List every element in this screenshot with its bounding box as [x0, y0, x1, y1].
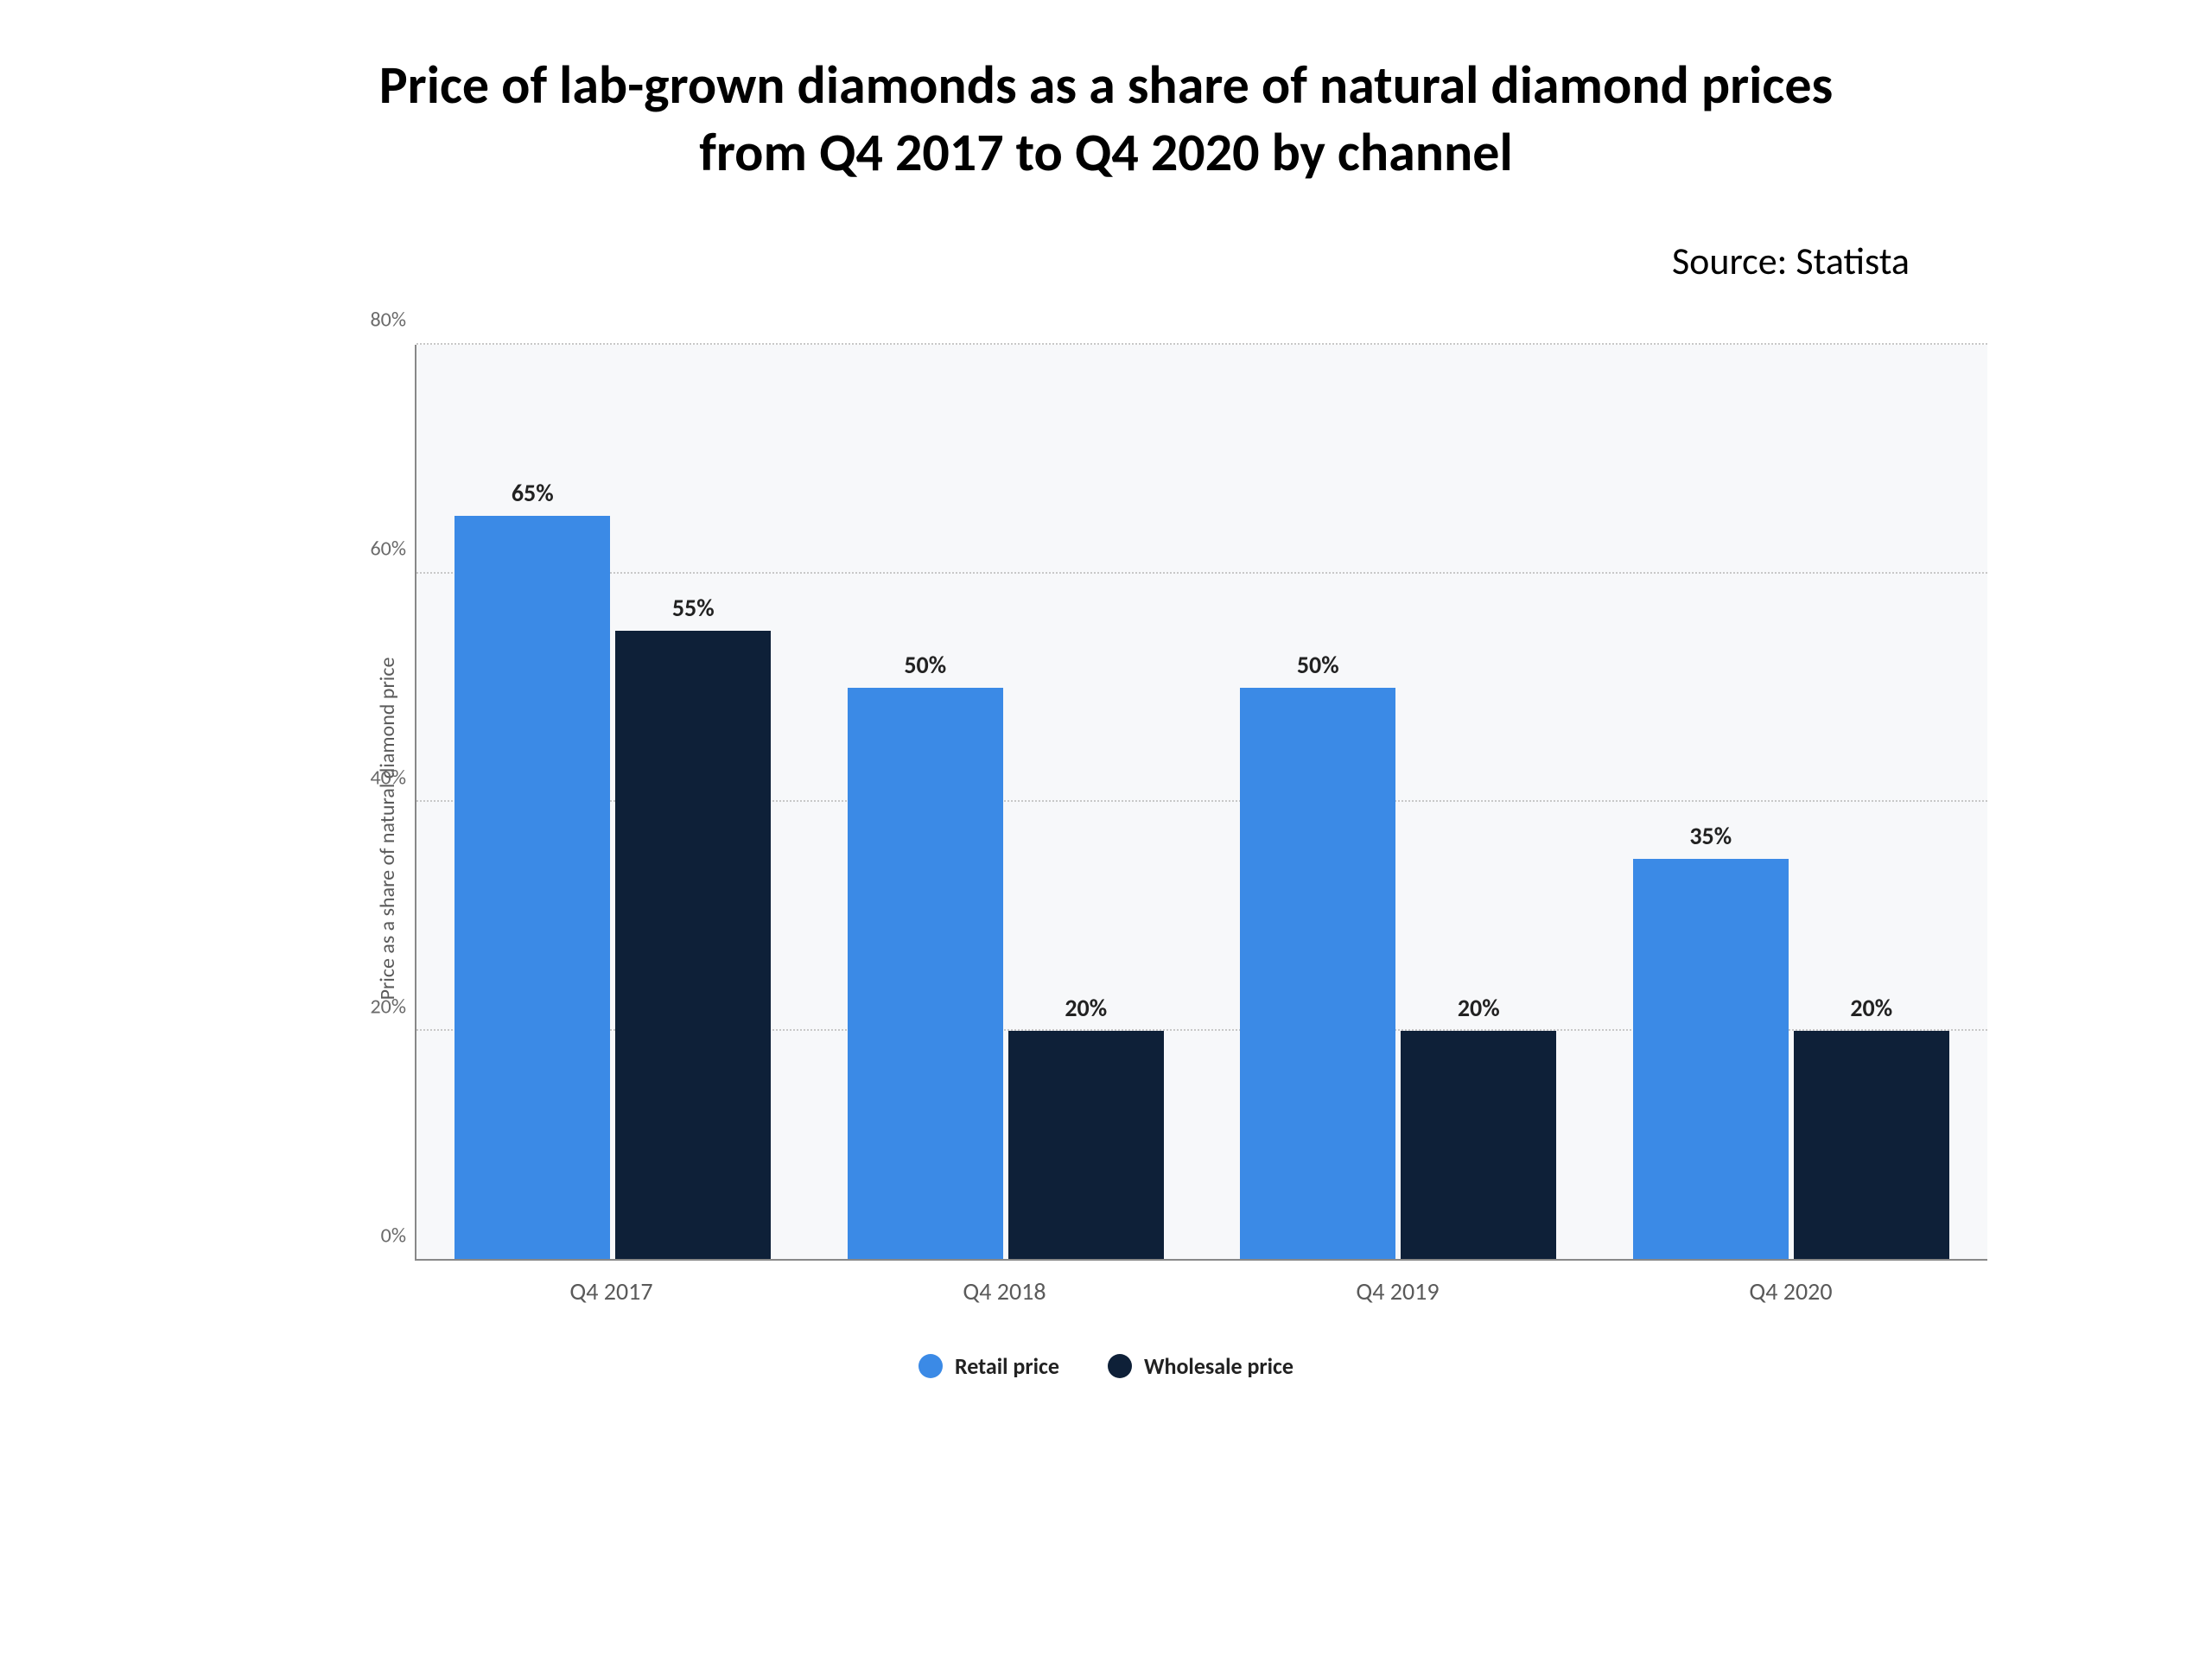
bar-group: 35%20%: [1595, 345, 1988, 1259]
y-tick-label: 60%: [346, 537, 406, 562]
bar-value-label: 50%: [904, 650, 946, 680]
bar-retail: 35%: [1633, 859, 1789, 1259]
y-axis-label: Price as a share of natural diamond pric…: [375, 658, 400, 1001]
bar-retail: 50%: [848, 688, 1003, 1259]
x-axis-labels: Q4 2017Q4 2018Q4 2019Q4 2020: [415, 1264, 1987, 1313]
legend-swatch: [918, 1354, 943, 1378]
y-tick-label: 40%: [346, 766, 406, 791]
x-tick-label: Q4 2019: [1201, 1264, 1594, 1313]
x-tick-label: Q4 2018: [808, 1264, 1201, 1313]
legend-item: Retail price: [918, 1352, 1059, 1380]
bar-value-label: 55%: [672, 593, 715, 623]
bar-wholesale: 20%: [1794, 1031, 1949, 1260]
source-label: Source: Statista: [86, 238, 2126, 284]
chart-frame: Price as a share of natural diamond pric…: [337, 345, 1987, 1313]
legend: Retail price Wholesale price: [190, 1352, 2022, 1380]
y-tick-label: 80%: [346, 308, 406, 333]
x-tick-label: Q4 2017: [415, 1264, 808, 1313]
bar-group: 50%20%: [1202, 345, 1595, 1259]
bar-value-label: 20%: [1850, 993, 1892, 1023]
legend-swatch: [1108, 1354, 1132, 1378]
bar-group: 65%55%: [416, 345, 810, 1259]
y-tick-label: 20%: [346, 995, 406, 1020]
bar-retail: 65%: [454, 516, 610, 1259]
x-tick-label: Q4 2020: [1594, 1264, 1987, 1313]
bar-value-label: 50%: [1297, 650, 1339, 680]
legend-label: Wholesale price: [1144, 1352, 1294, 1380]
bar-chart: Price as a share of natural diamond pric…: [190, 345, 2022, 1380]
bar-value-label: 65%: [512, 478, 554, 508]
bar-wholesale: 55%: [615, 631, 771, 1259]
chart-title: Price of lab-grown diamonds as a share o…: [86, 52, 2126, 186]
chart-title-line2: from Q4 2017 to Q4 2020 by channel: [699, 119, 1512, 185]
bar-value-label: 20%: [1458, 993, 1500, 1023]
bar-group: 50%20%: [810, 345, 1203, 1259]
bar-retail: 50%: [1240, 688, 1395, 1259]
chart-title-line1: Price of lab-grown diamonds as a share o…: [379, 52, 1834, 118]
plot-area: 65%55%50%20%50%20%35%20%: [415, 345, 1987, 1261]
legend-label: Retail price: [955, 1352, 1059, 1380]
bar-value-label: 35%: [1689, 821, 1732, 851]
bar-wholesale: 20%: [1401, 1031, 1556, 1260]
legend-item: Wholesale price: [1108, 1352, 1294, 1380]
bar-groups: 65%55%50%20%50%20%35%20%: [416, 345, 1987, 1259]
bar-wholesale: 20%: [1008, 1031, 1164, 1260]
bar-value-label: 20%: [1065, 993, 1107, 1023]
y-tick-label: 0%: [346, 1224, 406, 1249]
